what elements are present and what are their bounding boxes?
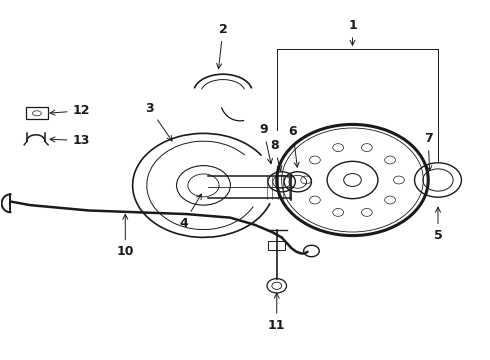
Text: 2: 2 <box>217 23 227 68</box>
Text: 4: 4 <box>179 194 201 230</box>
Text: 3: 3 <box>146 102 172 141</box>
Text: 9: 9 <box>259 123 272 164</box>
Text: 13: 13 <box>50 134 90 147</box>
Text: 12: 12 <box>50 104 90 117</box>
Text: 7: 7 <box>424 132 433 171</box>
Text: 5: 5 <box>434 207 442 242</box>
Bar <box>269 241 285 250</box>
Text: 1: 1 <box>348 19 357 45</box>
Text: 10: 10 <box>117 214 134 258</box>
Text: 11: 11 <box>268 293 286 332</box>
Text: 6: 6 <box>289 125 299 167</box>
Text: 8: 8 <box>270 139 282 171</box>
